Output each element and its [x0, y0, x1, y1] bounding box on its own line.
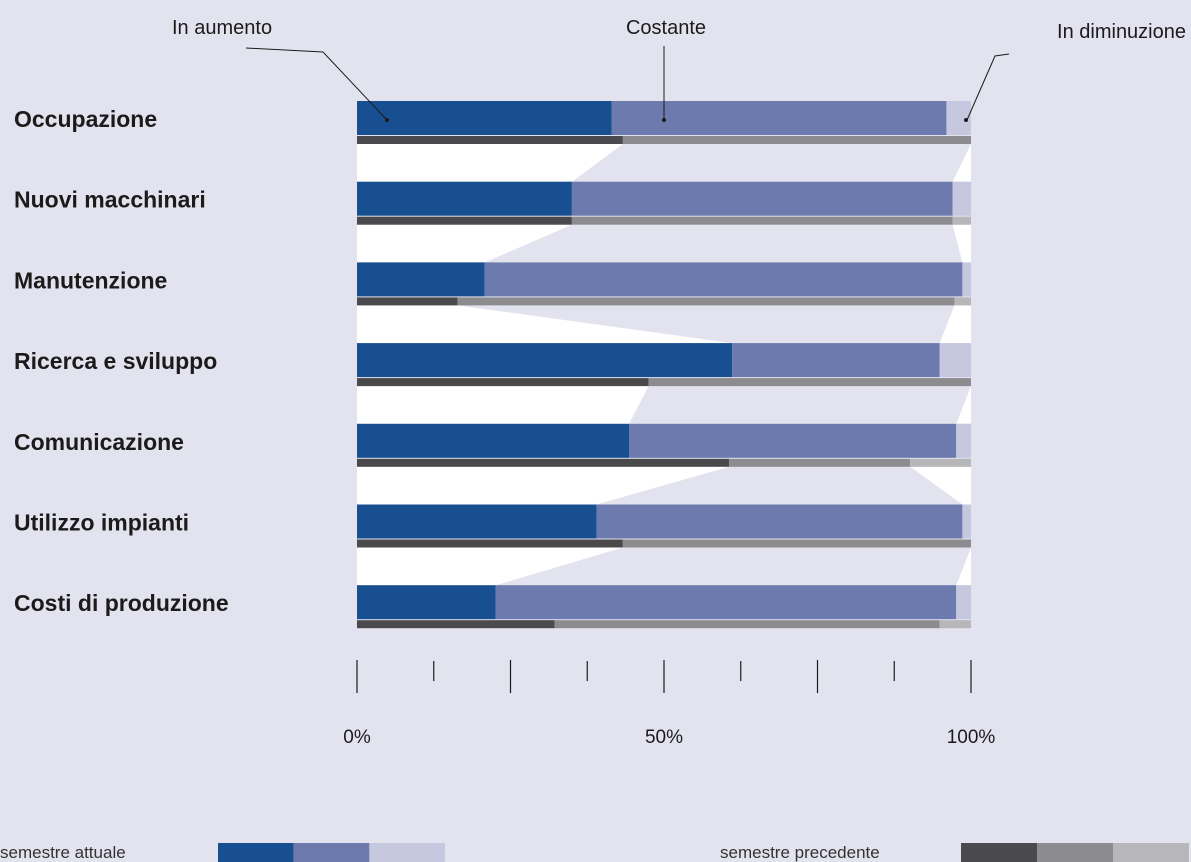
bar-previous-constant	[622, 136, 971, 144]
legend-swatch-current	[369, 843, 446, 862]
connector-increase	[357, 144, 623, 182]
bar-previous-increase	[357, 458, 730, 467]
series-label-constant: Costante	[626, 17, 706, 39]
connector-increase	[357, 224, 572, 263]
bar-previous-increase	[357, 539, 623, 548]
bar-current-constant	[495, 585, 957, 620]
bar-current-increase	[357, 181, 572, 216]
legend-swatch-previous	[961, 843, 1037, 862]
leader-line	[966, 53, 1010, 121]
legend-swatch-previous	[1037, 843, 1113, 862]
bar-previous-increase	[357, 136, 623, 144]
x-axis: 0% 50% 100%	[343, 660, 995, 748]
connector-increase	[357, 386, 649, 424]
connector-decrease	[939, 305, 971, 344]
bar-current-increase	[357, 343, 733, 378]
x-tick-label: 100%	[947, 727, 996, 748]
bar-current-decrease	[956, 423, 971, 458]
leader-dot	[662, 118, 666, 122]
bar-current-decrease	[946, 101, 971, 135]
bar-current-constant	[611, 101, 947, 135]
legend-label-previous: semestre precedente	[720, 843, 880, 862]
row-label: Utilizzo impianti	[14, 510, 189, 536]
row-label: Ricerca e sviluppo	[14, 348, 217, 374]
bar-current-constant	[484, 262, 963, 297]
bar-current-constant	[596, 504, 963, 539]
bar-previous-decrease	[954, 297, 971, 306]
connector-decrease	[952, 144, 971, 182]
bar-previous-constant	[457, 297, 955, 306]
x-tick-label: 50%	[645, 727, 683, 748]
bar-previous-increase	[357, 378, 649, 387]
bar-previous-decrease	[910, 458, 971, 467]
bar-current-constant	[571, 181, 953, 216]
legend: semestre attuale semestre precedente	[0, 843, 1189, 862]
series-annotations: In aumento Costante In diminuzione	[172, 17, 1186, 122]
row-label: Manutenzione	[14, 267, 167, 293]
series-label-increase: In aumento	[172, 17, 272, 39]
connector-decrease	[910, 466, 971, 505]
bar-previous-constant	[554, 620, 940, 629]
series-label-decrease: In diminuzione	[1057, 21, 1186, 43]
leader-line	[245, 47, 388, 121]
row-labels: Occupazione Nuovi macchinari Manutenzione R…	[14, 106, 229, 616]
connector-increase	[357, 547, 623, 586]
row-label: Comunicazione	[14, 429, 184, 455]
connector-bands	[357, 144, 971, 586]
legend-label-current: semestre attuale	[0, 843, 126, 862]
row-label: Nuovi macchinari	[14, 187, 206, 213]
bar-previous-constant	[729, 458, 911, 467]
row-label: Occupazione	[14, 106, 157, 132]
bar-current-increase	[357, 504, 597, 539]
connector-increase	[357, 305, 733, 344]
leader-dot	[385, 118, 389, 122]
legend-swatch-previous	[1113, 843, 1189, 862]
bar-previous-constant	[571, 216, 953, 225]
connector-decrease	[952, 224, 971, 263]
bar-current-constant	[732, 343, 940, 378]
bar-current-increase	[357, 101, 612, 135]
bar-current-increase	[357, 423, 630, 458]
bar-current-decrease	[952, 181, 971, 216]
bar-current-decrease	[962, 262, 971, 297]
connector-increase	[357, 466, 730, 505]
bar-previous-decrease	[952, 216, 971, 225]
bar-previous-increase	[357, 620, 555, 629]
bar-previous-constant	[622, 539, 971, 548]
bar-current-decrease	[962, 504, 971, 539]
bar-current-decrease	[939, 343, 971, 378]
leader-dot	[964, 118, 968, 122]
bar-previous-increase	[357, 297, 458, 306]
bars-layer	[357, 101, 971, 629]
row-label: Costi di produzione	[14, 590, 229, 616]
legend-swatch-current	[293, 843, 370, 862]
connector-decrease	[956, 386, 971, 424]
bar-current-constant	[629, 423, 957, 458]
bar-previous-increase	[357, 216, 572, 225]
bar-previous-decrease	[939, 620, 971, 629]
bar-current-decrease	[956, 585, 971, 620]
bar-current-increase	[357, 585, 496, 620]
legend-swatch-current	[218, 843, 294, 862]
bar-current-increase	[357, 262, 485, 297]
x-tick-label: 0%	[343, 727, 371, 748]
connector-decrease	[956, 547, 971, 586]
bar-previous-constant	[648, 378, 971, 387]
